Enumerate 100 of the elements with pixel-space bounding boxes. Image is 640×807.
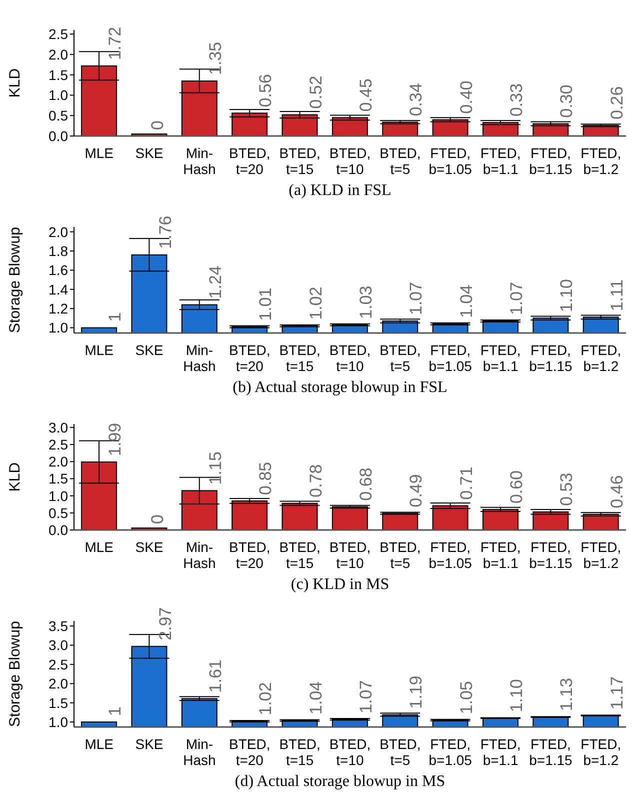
bar [382,512,418,530]
x-tick-label: MLE [84,145,114,161]
bar [432,119,468,136]
y-tick-label: 1.0 [48,87,68,104]
data-label: 1 [106,312,125,322]
y-tick-label: 0.5 [48,108,68,124]
x-tick-label: FTED, b=1.2 [580,539,622,571]
x-tick-label: FTED, b=1.2 [580,145,622,177]
y-tick-label: 0.0 [48,128,68,144]
x-tick-label: FTED, b=1.15 [529,145,573,177]
data-label: 0.49 [406,474,426,508]
data-label: 0.30 [557,84,576,118]
data-label: 1.02 [256,682,276,716]
x-tick-label: FTED, b=1.05 [428,145,472,177]
y-tick-label: 1.2 [48,300,68,317]
x-tick-label: FTED, b=1.2 [580,736,622,768]
y-tick-label: 1.8 [48,242,68,259]
data-label: 0.71 [456,466,476,500]
x-tick-label: BTED, t=10 [329,736,371,768]
y-axis-title: KLD [6,462,24,492]
text: (b) Actual storage blowup in FSL [232,379,448,397]
data-label: 0.26 [607,86,626,120]
data-label: 1.76 [156,216,175,249]
text: (c) KLD in MS [290,576,390,594]
x-tick-label: BTED, t=15 [279,145,320,177]
x-tick-label: BTED, t=15 [279,539,320,571]
data-label: 1.01 [256,288,276,321]
x-tick-label: Min-Hash [183,145,216,177]
data-label: 1.10 [557,279,576,312]
data-label: 1.03 [356,286,376,319]
data-label: 1.19 [406,676,426,709]
x-tick-label: BTED, t=10 [329,539,371,571]
data-label: 1.04 [306,681,326,714]
x-tick-label: SKE [135,145,164,161]
y-tick-label: 1.5 [48,66,68,83]
y-tick-label: 3.0 [48,419,68,436]
y-tick-label: 1.0 [48,488,68,504]
data-label: 1.15 [206,452,225,485]
data-label: 0.56 [256,74,276,108]
x-tick-label: SKE [135,539,164,555]
y-axis-title: Storage Blowup [6,227,24,333]
y-tick-label: 1.4 [48,281,68,298]
x-tick-label: Min-Hash [183,539,216,571]
data-label: 1.72 [106,26,125,60]
y-tick-label: 1.6 [48,262,68,278]
x-tick-label: BTED, t=15 [279,342,320,374]
data-label: 0 [148,514,167,524]
y-tick-label: 0.5 [48,504,68,521]
data-label: 0.46 [607,475,626,508]
y-tick-label: 2.5 [48,26,68,42]
data-label: 1.99 [106,422,125,456]
y-tick-label: 0.0 [48,522,68,538]
data-label: 1.11 [607,279,626,312]
y-tick-label: 2.5 [48,656,68,672]
data-label: 1.35 [206,42,225,75]
x-tick-label: BTED, t=5 [380,145,421,177]
data-label: 1.04 [456,284,476,318]
y-tick-label: 2.0 [48,676,68,692]
data-label: 1.07 [507,282,526,316]
x-tick-label: BTED, t=20 [229,736,270,768]
x-tick-label: FTED, b=1.05 [428,539,472,571]
bar [432,505,468,530]
x-tick-label: SKE [135,736,164,752]
data-label: 0.78 [306,464,326,498]
x-tick-label: BTED, t=5 [380,342,421,374]
y-tick-label: 1.0 [48,714,68,730]
data-label: 1.17 [607,676,626,710]
y-tick-label: 2.0 [48,46,68,62]
y-tick-label: 1.0 [48,320,68,336]
y-tick-label: 2.0 [48,224,68,240]
data-label: 1.05 [456,680,476,714]
x-tick-label: BTED, t=10 [329,342,371,374]
bar [232,112,268,136]
data-label: 1.07 [356,680,376,714]
x-tick-label: BTED, t=5 [380,736,421,768]
x-tick-label: FTED, b=1.05 [428,736,472,768]
data-label: 0.53 [557,472,576,506]
x-tick-label: FTED, b=1.2 [580,342,622,374]
data-label: 1.02 [306,286,326,320]
x-tick-label: FTED, b=1.1 [480,342,521,374]
x-tick-label: FTED, b=1.05 [428,342,472,374]
data-label: 1.24 [206,266,225,299]
x-tick-label: MLE [84,342,114,358]
x-tick-label: FTED, b=1.1 [480,145,521,177]
y-tick-label: 2.0 [48,454,68,470]
x-tick-label: FTED, b=1.1 [480,736,521,768]
y-tick-label: 2.5 [48,436,68,452]
x-tick-label: BTED, t=5 [380,539,421,571]
x-tick-label: Min-Hash [183,736,216,768]
bar [232,500,268,530]
data-label: 0.52 [306,76,326,109]
data-label: 0.40 [456,80,476,114]
data-label: 0.60 [507,470,526,504]
x-tick-label: MLE [84,539,114,555]
data-label: 1.13 [557,678,576,712]
y-axis-title: KLD [6,68,24,98]
x-tick-label: FTED, b=1.15 [529,736,573,768]
y-tick-label: 3.0 [48,637,68,654]
x-tick-label: MLE [84,736,114,752]
y-tick-label: 3.5 [48,618,68,634]
